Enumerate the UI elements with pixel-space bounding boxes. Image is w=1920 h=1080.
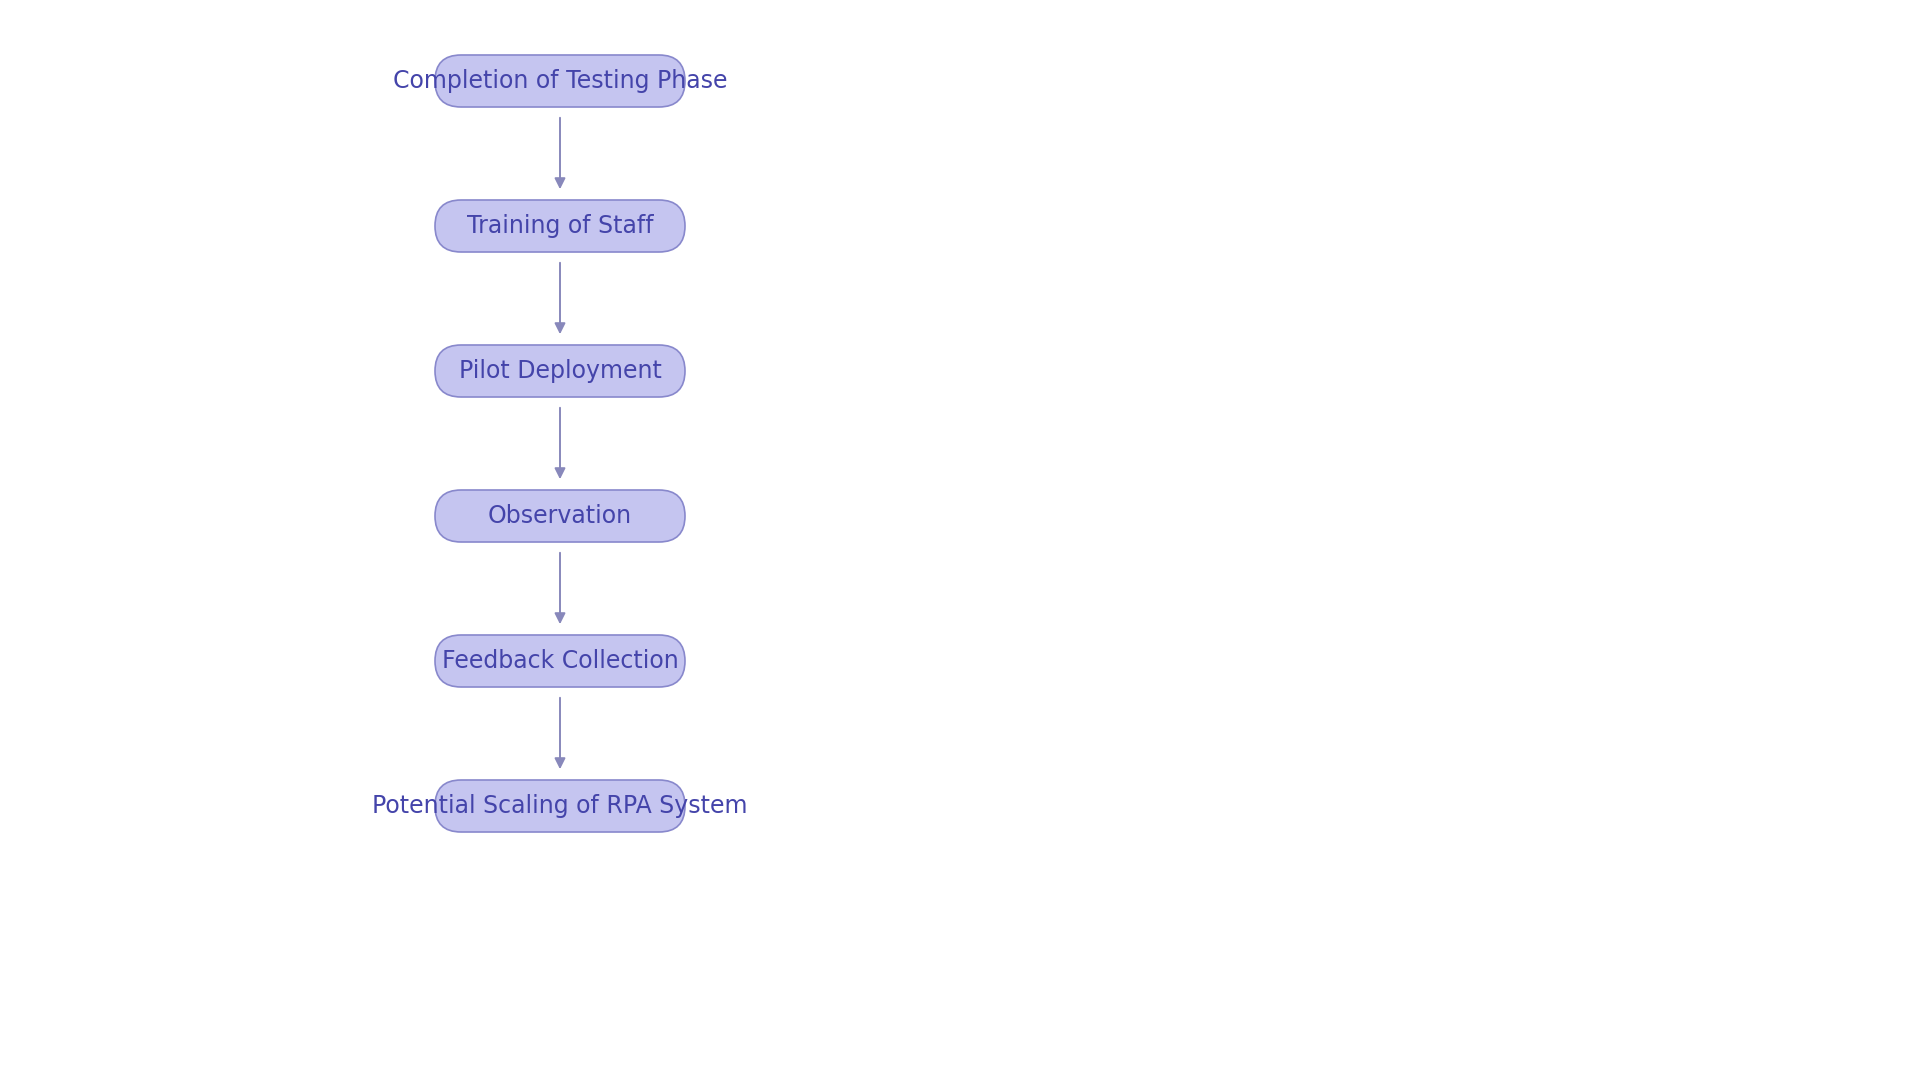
FancyBboxPatch shape: [436, 635, 685, 687]
Text: Observation: Observation: [488, 504, 632, 528]
Text: Potential Scaling of RPA System: Potential Scaling of RPA System: [372, 794, 747, 818]
Text: Pilot Deployment: Pilot Deployment: [459, 359, 660, 383]
FancyBboxPatch shape: [436, 55, 685, 107]
FancyBboxPatch shape: [436, 780, 685, 832]
Text: Completion of Testing Phase: Completion of Testing Phase: [394, 69, 728, 93]
Text: Feedback Collection: Feedback Collection: [442, 649, 678, 673]
FancyBboxPatch shape: [436, 200, 685, 252]
Text: Training of Staff: Training of Staff: [467, 214, 653, 238]
FancyBboxPatch shape: [436, 345, 685, 397]
FancyBboxPatch shape: [436, 490, 685, 542]
